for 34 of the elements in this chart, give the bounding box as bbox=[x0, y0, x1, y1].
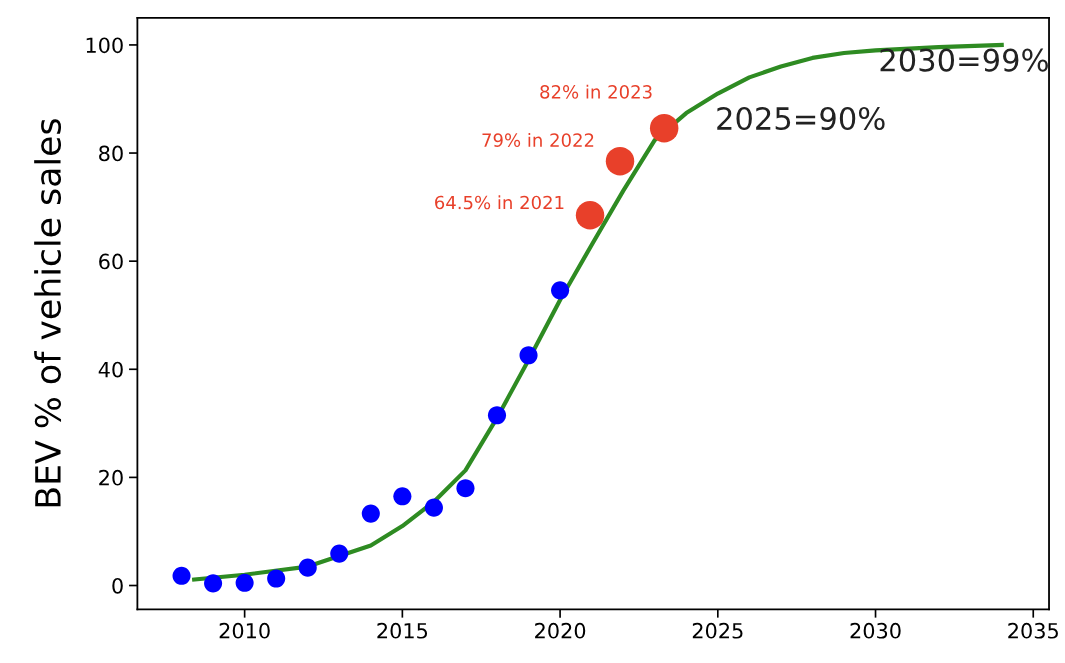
x-tick-label: 2010 bbox=[219, 622, 270, 639]
point bbox=[235, 573, 254, 592]
y-tick-label: 60 bbox=[99, 253, 123, 270]
point bbox=[204, 574, 223, 593]
point bbox=[456, 479, 475, 498]
x-tick-label: 2020 bbox=[535, 622, 586, 639]
x-tick-label: 2025 bbox=[692, 622, 743, 639]
annotation: 2025=90% bbox=[717, 106, 885, 131]
y-tick-label: 20 bbox=[99, 469, 123, 486]
point bbox=[649, 113, 679, 143]
point bbox=[298, 558, 317, 577]
y-tick-label: 0 bbox=[112, 577, 123, 594]
point bbox=[267, 569, 286, 588]
point bbox=[551, 281, 570, 300]
x-tick-label: 2035 bbox=[1008, 622, 1058, 639]
point bbox=[487, 406, 507, 425]
y-tick-label: 40 bbox=[98, 361, 123, 378]
point bbox=[575, 200, 605, 230]
point bbox=[605, 146, 635, 176]
annotation: 82% in 2023 bbox=[540, 84, 652, 99]
y-tick-label: 100 bbox=[86, 37, 123, 54]
annotation: 64.5% in 2021 bbox=[435, 195, 564, 210]
point bbox=[361, 504, 380, 523]
point bbox=[519, 346, 538, 365]
point bbox=[330, 544, 349, 563]
point bbox=[393, 487, 412, 506]
y-tick-label: 80 bbox=[99, 145, 123, 162]
y-axis-title: BEV % of vehicle sales bbox=[34, 119, 62, 507]
annotation: 2030=99% bbox=[880, 48, 1048, 72]
point bbox=[424, 498, 443, 517]
annotation: 79% in 2022 bbox=[482, 132, 594, 147]
x-tick-label: 2015 bbox=[377, 622, 428, 639]
x-tick-label: 2030 bbox=[850, 622, 901, 639]
point bbox=[172, 566, 191, 585]
